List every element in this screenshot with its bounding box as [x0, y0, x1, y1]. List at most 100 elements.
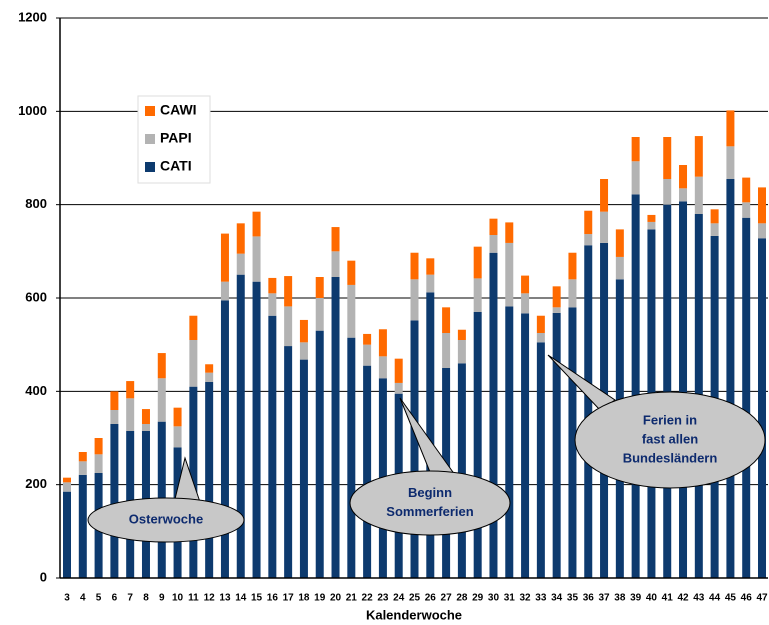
bar-segment — [726, 146, 735, 179]
legend-swatch — [145, 162, 155, 172]
bar-segment — [663, 179, 672, 205]
legend-label: CAWI — [160, 102, 197, 118]
bar-segment — [584, 234, 593, 246]
x-tick-label: 27 — [441, 593, 453, 604]
bar-segment — [679, 188, 688, 202]
bar-segment — [568, 279, 577, 308]
x-tick-label: 21 — [346, 593, 358, 604]
bar-segment — [220, 233, 229, 282]
callout-text: Osterwoche — [129, 511, 203, 526]
bar-segment — [126, 398, 135, 431]
x-tick-label: 43 — [693, 593, 705, 604]
bar-segment — [126, 381, 135, 399]
bar-segment — [536, 342, 545, 578]
bar-segment — [236, 274, 245, 578]
bar-segment — [742, 217, 751, 578]
bar-segment — [63, 482, 71, 492]
x-tick-label: 7 — [127, 593, 133, 604]
bar-segment — [284, 276, 293, 307]
bar-segment — [521, 293, 530, 314]
bar-segment — [647, 214, 656, 222]
x-tick-label: 16 — [267, 593, 279, 604]
bar-segment — [347, 260, 356, 285]
bar-segment — [331, 277, 340, 578]
x-tick-label: 24 — [393, 593, 405, 604]
bar-segment — [473, 312, 482, 578]
bar-segment — [78, 452, 87, 462]
bar-segment — [141, 409, 150, 424]
x-tick-label: 40 — [646, 593, 658, 604]
x-tick-label: 41 — [662, 593, 674, 604]
bar-segment — [442, 307, 451, 333]
bar-segment — [742, 202, 751, 218]
bar-segment — [157, 353, 166, 379]
bar-segment — [710, 223, 719, 236]
x-tick-label: 26 — [425, 593, 437, 604]
bar-segment — [426, 274, 435, 293]
bar-segment — [758, 223, 766, 239]
legend-label: PAPI — [160, 130, 192, 146]
bar-segment — [189, 315, 198, 340]
bar-segment — [726, 110, 735, 147]
x-tick-label: 8 — [143, 593, 149, 604]
bar-segment — [631, 161, 640, 195]
x-tick-label: 25 — [409, 593, 421, 604]
bar-segment — [552, 286, 561, 308]
bar-segment — [78, 461, 87, 475]
bar-segment — [489, 235, 498, 253]
bar-segment — [252, 211, 261, 237]
x-tick-label: 9 — [159, 593, 165, 604]
bar-segment — [284, 346, 293, 578]
x-tick-label: 29 — [472, 593, 484, 604]
bar-segment — [394, 358, 403, 383]
y-tick-label: 400 — [25, 383, 47, 398]
x-tick-label: 38 — [614, 593, 626, 604]
bar-segment — [521, 275, 530, 294]
bar-segment — [94, 438, 103, 455]
bar-segment — [205, 372, 214, 382]
bar-segment — [363, 333, 372, 345]
bar-segment — [521, 313, 530, 578]
bar-segment — [694, 136, 703, 177]
y-tick-label: 600 — [25, 289, 47, 304]
bar-segment — [457, 363, 466, 578]
bar-segment — [457, 340, 466, 364]
x-tick-label: 6 — [112, 593, 118, 604]
x-tick-label: 44 — [709, 593, 721, 604]
x-tick-label: 18 — [298, 593, 310, 604]
bar-segment — [568, 307, 577, 578]
bar-segment — [473, 278, 482, 312]
bar-segment — [284, 306, 293, 347]
x-tick-label: 19 — [314, 593, 326, 604]
bar-segment — [489, 218, 498, 235]
legend-swatch — [145, 106, 155, 116]
bar-segment — [363, 365, 372, 578]
bar-segment — [252, 281, 261, 578]
bar-segment — [552, 312, 561, 578]
x-tick-label: 46 — [741, 593, 753, 604]
bar-segment — [758, 187, 766, 224]
bar-segment — [363, 344, 372, 366]
bar-segment — [236, 253, 245, 275]
x-axis-label: Kalenderwoche — [366, 607, 462, 622]
x-tick-label: 14 — [235, 593, 247, 604]
y-tick-label: 1200 — [18, 9, 47, 24]
y-tick-label: 800 — [25, 196, 47, 211]
bar-segment — [410, 252, 419, 280]
bar-segment — [710, 209, 719, 224]
bar-segment — [584, 245, 593, 578]
bar-segment — [615, 229, 624, 257]
bar-segment — [505, 222, 514, 243]
callout-text: Sommerferien — [386, 504, 473, 519]
bar-segment — [252, 236, 261, 282]
callout-bubble — [349, 470, 511, 536]
bar-segment — [141, 424, 150, 431]
bar-segment — [679, 201, 688, 578]
bar-segment — [331, 227, 340, 252]
y-tick-label: 1000 — [18, 103, 47, 118]
bar-segment — [220, 300, 229, 578]
x-tick-label: 37 — [598, 593, 610, 604]
bar-segment — [410, 320, 419, 578]
x-tick-label: 10 — [172, 593, 184, 604]
